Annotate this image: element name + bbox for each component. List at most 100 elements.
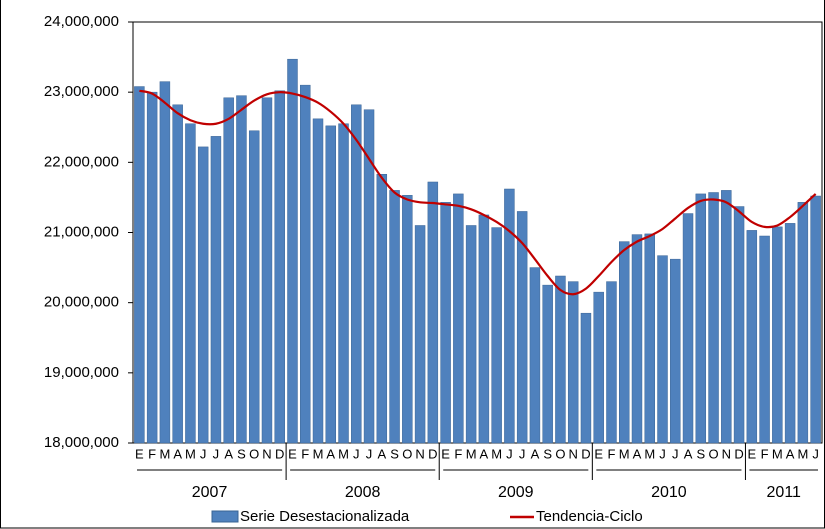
bar bbox=[427, 181, 439, 444]
year-label: 2009 bbox=[498, 484, 534, 501]
bar bbox=[248, 130, 260, 444]
y-tick-label: 23,000,000 bbox=[44, 83, 119, 100]
x-tick-label: J bbox=[213, 446, 220, 461]
bar bbox=[504, 188, 515, 444]
x-tick-label: M bbox=[772, 446, 783, 461]
bar bbox=[695, 193, 707, 444]
x-tick-label: F bbox=[301, 446, 309, 461]
x-tick-label: A bbox=[173, 446, 182, 461]
x-tick-label: J bbox=[506, 446, 513, 461]
x-tick-label: A bbox=[531, 446, 540, 461]
x-tick-label: M bbox=[313, 446, 324, 461]
x-tick-label: M bbox=[797, 446, 808, 461]
x-tick-label: M bbox=[338, 446, 349, 461]
x-tick-label: J bbox=[672, 446, 679, 461]
x-tick-label: O bbox=[708, 446, 718, 461]
legend-swatch bbox=[211, 510, 239, 523]
bar bbox=[197, 146, 209, 444]
bar bbox=[300, 84, 311, 444]
bar bbox=[555, 275, 566, 444]
x-tick-label: J bbox=[353, 446, 360, 461]
x-tick-label: M bbox=[159, 446, 170, 461]
bar bbox=[733, 206, 745, 444]
x-tick-label: S bbox=[696, 446, 705, 461]
bar bbox=[580, 312, 592, 444]
bar bbox=[134, 86, 145, 444]
x-tick-label: E bbox=[594, 446, 603, 461]
bar bbox=[491, 227, 502, 444]
x-tick-label: M bbox=[644, 446, 655, 461]
bar bbox=[312, 118, 324, 444]
x-tick-label: D bbox=[428, 446, 437, 461]
x-tick-label: E bbox=[747, 446, 756, 461]
bar bbox=[708, 192, 719, 444]
bar bbox=[682, 213, 694, 444]
legend-label: Serie Desestacionalizada bbox=[240, 508, 410, 525]
x-tick-label: D bbox=[581, 446, 590, 461]
bar bbox=[784, 223, 796, 444]
x-tick-label: N bbox=[415, 446, 424, 461]
x-tick-label: D bbox=[734, 446, 743, 461]
bar bbox=[644, 233, 655, 444]
bar bbox=[721, 190, 732, 444]
x-tick-label: M bbox=[185, 446, 196, 461]
x-tick-label: A bbox=[684, 446, 693, 461]
bar bbox=[567, 281, 579, 444]
bar bbox=[810, 195, 821, 444]
bar bbox=[172, 104, 183, 444]
bar bbox=[338, 123, 349, 444]
bar bbox=[619, 241, 630, 444]
bar bbox=[351, 104, 362, 444]
x-tick-label: F bbox=[454, 446, 462, 461]
x-tick-label: E bbox=[441, 446, 450, 461]
bar bbox=[453, 193, 464, 444]
y-tick-label: 24,000,000 bbox=[44, 13, 119, 30]
y-tick-label: 20,000,000 bbox=[44, 294, 119, 311]
bar bbox=[414, 225, 426, 444]
year-label: 2008 bbox=[345, 484, 381, 501]
x-tick-label: A bbox=[377, 446, 386, 461]
bar bbox=[146, 91, 158, 444]
bar bbox=[772, 226, 783, 444]
x-tick-label: A bbox=[480, 446, 489, 461]
x-tick-label: F bbox=[761, 446, 769, 461]
bar bbox=[670, 258, 681, 444]
x-tick-label: N bbox=[262, 446, 271, 461]
x-tick-label: A bbox=[633, 446, 642, 461]
x-tick-label: S bbox=[390, 446, 399, 461]
bar bbox=[478, 214, 490, 444]
bar bbox=[529, 267, 541, 444]
bar bbox=[287, 58, 298, 444]
bar bbox=[159, 81, 171, 444]
bar bbox=[606, 281, 617, 444]
x-tick-label: A bbox=[224, 446, 233, 461]
x-tick-label: N bbox=[722, 446, 731, 461]
y-tick-label: 22,000,000 bbox=[44, 153, 119, 170]
bar bbox=[516, 211, 528, 444]
bar bbox=[389, 190, 400, 444]
bar bbox=[631, 234, 643, 444]
bar bbox=[440, 202, 451, 444]
y-tick-label: 19,000,000 bbox=[44, 364, 119, 381]
bar bbox=[746, 230, 758, 444]
x-tick-label: A bbox=[786, 446, 795, 461]
bar bbox=[185, 123, 196, 444]
x-tick-label: M bbox=[466, 446, 477, 461]
x-tick-label: E bbox=[288, 446, 297, 461]
bar bbox=[223, 97, 234, 444]
x-tick-label: F bbox=[607, 446, 615, 461]
year-label: 2007 bbox=[192, 484, 228, 501]
y-tick-label: 21,000,000 bbox=[44, 223, 119, 240]
x-tick-label: J bbox=[812, 446, 819, 461]
bar bbox=[593, 291, 604, 444]
x-tick-label: J bbox=[200, 446, 207, 461]
x-tick-label: O bbox=[249, 446, 259, 461]
x-tick-label: M bbox=[619, 446, 630, 461]
year-label: 2010 bbox=[651, 484, 687, 501]
bar bbox=[210, 136, 222, 444]
x-tick-label: M bbox=[491, 446, 502, 461]
bar bbox=[236, 95, 247, 444]
x-tick-label: J bbox=[659, 446, 666, 461]
bar bbox=[465, 225, 477, 444]
